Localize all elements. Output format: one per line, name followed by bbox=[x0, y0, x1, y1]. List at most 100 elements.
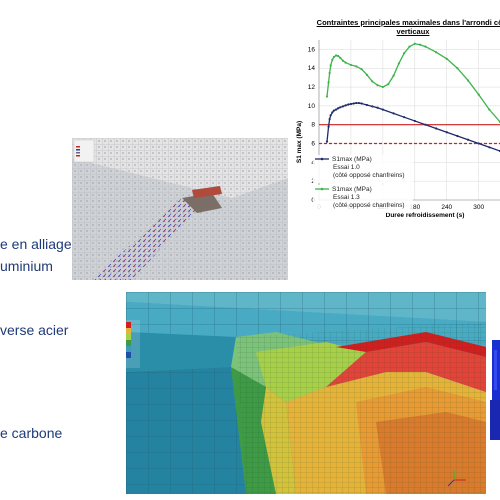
label-carbone: e carbone bbox=[0, 425, 63, 441]
fem-contour-image bbox=[126, 292, 486, 494]
data-point bbox=[339, 106, 342, 109]
data-point bbox=[403, 116, 406, 119]
y-tick-label: 10 bbox=[308, 103, 316, 110]
data-point bbox=[466, 138, 470, 141]
chart-series bbox=[325, 42, 500, 153]
chart-title: Contraintes principales maximales dans l… bbox=[316, 18, 500, 27]
chart-legend: S1max (MPa)Essai 1.0(côté opposé chanfre… bbox=[313, 155, 413, 213]
data-point bbox=[376, 84, 379, 87]
data-point bbox=[355, 101, 358, 105]
y-tick-label: 14 bbox=[308, 65, 316, 72]
data-point bbox=[419, 43, 422, 46]
fem-mesh-image bbox=[72, 138, 288, 280]
x-tick-label: 240 bbox=[441, 204, 452, 211]
data-point bbox=[332, 55, 336, 59]
blue-part-image bbox=[488, 340, 500, 440]
data-point bbox=[341, 59, 345, 62]
data-point bbox=[424, 123, 427, 126]
data-point bbox=[488, 108, 491, 111]
data-point bbox=[339, 56, 342, 59]
data-point bbox=[365, 73, 369, 76]
data-point bbox=[381, 108, 384, 111]
data-point bbox=[381, 85, 384, 89]
x-tick-label: 180 bbox=[409, 204, 420, 211]
data-point bbox=[349, 63, 353, 67]
data-point bbox=[477, 93, 480, 96]
label-acier: verse acier bbox=[0, 322, 69, 338]
data-point bbox=[477, 142, 480, 145]
legend-text: Essai 1.0 bbox=[333, 164, 360, 171]
data-point bbox=[327, 81, 330, 84]
data-point bbox=[488, 146, 491, 149]
data-point bbox=[344, 104, 347, 107]
data-point bbox=[352, 102, 355, 105]
axis-triad-icon bbox=[447, 470, 466, 487]
data-point bbox=[334, 108, 338, 111]
fem-mesh-graphic bbox=[72, 138, 288, 280]
data-point bbox=[408, 45, 411, 48]
legend-background bbox=[313, 185, 413, 213]
legend-marker bbox=[320, 157, 324, 161]
series-line bbox=[326, 43, 500, 123]
data-point bbox=[445, 131, 448, 134]
label-aluminium: uminium bbox=[0, 258, 53, 274]
data-point bbox=[329, 64, 332, 67]
data-point bbox=[334, 54, 338, 57]
y-tick-label: 12 bbox=[308, 84, 316, 91]
legend-text: S1max (MPa) bbox=[332, 186, 372, 193]
data-point bbox=[355, 65, 358, 68]
data-point bbox=[327, 125, 330, 128]
data-point bbox=[357, 101, 361, 105]
data-point bbox=[328, 117, 331, 121]
data-point bbox=[397, 62, 400, 65]
data-point bbox=[344, 61, 347, 64]
legend-text: Essai 1.3 bbox=[333, 194, 360, 201]
chart-subtitle: verticaux bbox=[396, 27, 430, 36]
chart-svg: S1 max (MPa) Durée refroidissement (s) 0… bbox=[296, 40, 500, 219]
label-alliage: e en alliage bbox=[0, 236, 72, 252]
data-point bbox=[371, 105, 374, 108]
data-point bbox=[424, 45, 427, 48]
legend-text: (côté opposé chanfreins) bbox=[333, 202, 405, 209]
y-tick-label: 16 bbox=[308, 46, 316, 53]
data-point bbox=[413, 119, 416, 123]
data-point bbox=[445, 57, 448, 60]
data-point bbox=[456, 67, 459, 70]
data-point bbox=[435, 127, 438, 130]
data-point bbox=[341, 105, 345, 108]
data-point bbox=[331, 58, 334, 61]
data-point bbox=[387, 83, 390, 86]
data-point bbox=[466, 79, 470, 82]
data-point bbox=[403, 52, 406, 55]
data-point bbox=[371, 80, 374, 83]
data-point bbox=[365, 103, 369, 107]
legend-text: (côté opposé chanfreins) bbox=[333, 172, 405, 179]
chart-y-label: S1 max (MPa) bbox=[296, 121, 303, 163]
data-point bbox=[328, 71, 331, 75]
chart-reference-lines bbox=[319, 124, 500, 145]
stress-chart: Contraintes principales maximales dans l… bbox=[293, 12, 500, 232]
data-point bbox=[392, 74, 395, 77]
data-point bbox=[413, 42, 416, 45]
legend-background bbox=[313, 155, 413, 183]
data-point bbox=[392, 112, 395, 115]
data-point bbox=[332, 109, 336, 112]
fem-contour-graphic bbox=[126, 292, 486, 494]
legend-marker bbox=[320, 187, 324, 191]
y-tick-label: 6 bbox=[311, 141, 315, 148]
data-point bbox=[349, 102, 353, 106]
data-point bbox=[329, 114, 332, 117]
data-point bbox=[360, 102, 363, 105]
data-point bbox=[325, 95, 329, 98]
data-point bbox=[435, 51, 438, 54]
chart-x-label: Durée refroidissement (s) bbox=[386, 212, 465, 219]
data-point bbox=[376, 106, 379, 109]
y-tick-label: 8 bbox=[311, 122, 315, 129]
data-point bbox=[347, 103, 350, 106]
data-point bbox=[456, 134, 459, 138]
data-point bbox=[325, 140, 329, 143]
data-point bbox=[331, 111, 334, 114]
data-point bbox=[337, 107, 340, 110]
x-tick-label: 300 bbox=[473, 204, 484, 211]
legend-text: S1max (MPa) bbox=[332, 156, 372, 163]
